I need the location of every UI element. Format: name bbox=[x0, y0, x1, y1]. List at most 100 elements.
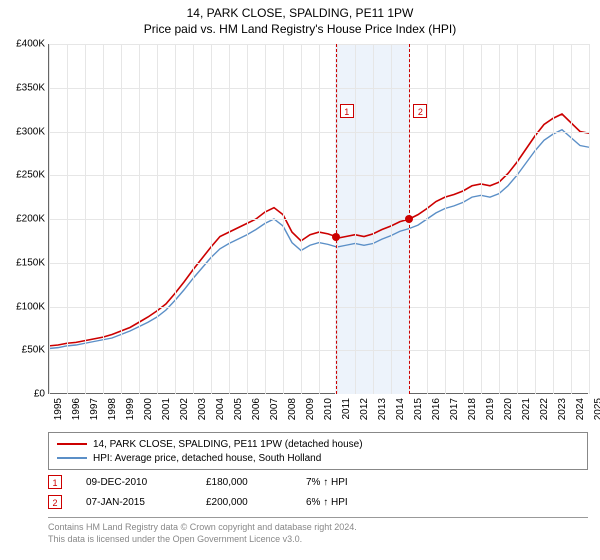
marker-point bbox=[332, 233, 340, 241]
x-tick-label: 2015 bbox=[413, 398, 424, 420]
marker-badge: 1 bbox=[340, 104, 354, 118]
footer-attribution: Contains HM Land Registry data © Crown c… bbox=[48, 517, 588, 545]
chart-title: 14, PARK CLOSE, SPALDING, PE11 1PW bbox=[0, 0, 600, 20]
y-tick-label: £50K bbox=[5, 345, 45, 356]
gridline-vertical bbox=[121, 44, 122, 394]
y-tick-label: £0 bbox=[5, 389, 45, 400]
sale-row: 207-JAN-2015£200,0006% ↑ HPI bbox=[48, 492, 588, 512]
gridline-vertical bbox=[553, 44, 554, 394]
x-tick-label: 1999 bbox=[125, 398, 136, 420]
x-tick-label: 2017 bbox=[449, 398, 460, 420]
x-tick-label: 2019 bbox=[485, 398, 496, 420]
gridline-vertical bbox=[247, 44, 248, 394]
x-tick-label: 2008 bbox=[287, 398, 298, 420]
y-tick-label: £300K bbox=[5, 126, 45, 137]
x-tick-label: 2022 bbox=[539, 398, 550, 420]
sale-diff: 6% ↑ HPI bbox=[306, 497, 406, 508]
gridline-vertical bbox=[157, 44, 158, 394]
x-tick-label: 2012 bbox=[359, 398, 370, 420]
gridline-vertical bbox=[67, 44, 68, 394]
gridline-vertical bbox=[49, 44, 50, 394]
footer-line-1: Contains HM Land Registry data © Crown c… bbox=[48, 522, 588, 534]
x-tick-label: 1997 bbox=[89, 398, 100, 420]
gridline-vertical bbox=[391, 44, 392, 394]
x-tick-label: 2018 bbox=[467, 398, 478, 420]
y-tick-label: £250K bbox=[5, 170, 45, 181]
x-tick-label: 1995 bbox=[53, 398, 64, 420]
x-tick-label: 2025 bbox=[593, 398, 600, 420]
gridline-vertical bbox=[535, 44, 536, 394]
gridline-vertical bbox=[103, 44, 104, 394]
sale-diff: 7% ↑ HPI bbox=[306, 477, 406, 488]
sales-list: 1 09-DEC-2010£180,0007% ↑ HPI 207-JAN-2015… bbox=[48, 472, 588, 512]
chart-subtitle: Price paid vs. HM Land Registry's House … bbox=[0, 20, 600, 40]
sale-price: £200,000 bbox=[206, 497, 306, 508]
marker-point bbox=[405, 215, 413, 223]
gridline-vertical bbox=[175, 44, 176, 394]
sale-badge: 2 bbox=[48, 495, 62, 509]
x-tick-label: 2016 bbox=[431, 398, 442, 420]
x-tick-label: 2003 bbox=[197, 398, 208, 420]
gridline-vertical bbox=[193, 44, 194, 394]
legend-item: HPI: Average price, detached house, Sout… bbox=[57, 451, 579, 465]
gridline-vertical bbox=[211, 44, 212, 394]
legend-swatch bbox=[57, 443, 87, 445]
gridline-vertical bbox=[301, 44, 302, 394]
legend-label: 14, PARK CLOSE, SPALDING, PE11 1PW (deta… bbox=[93, 439, 363, 450]
gridline-vertical bbox=[481, 44, 482, 394]
marker-line bbox=[336, 44, 337, 394]
y-tick-label: £200K bbox=[5, 214, 45, 225]
gridline-vertical bbox=[319, 44, 320, 394]
gridline-vertical bbox=[589, 44, 590, 394]
x-tick-label: 2004 bbox=[215, 398, 226, 420]
chart-container: 14, PARK CLOSE, SPALDING, PE11 1PW Price… bbox=[0, 0, 600, 560]
footer-line-2: This data is licensed under the Open Gov… bbox=[48, 534, 588, 546]
x-tick-label: 2010 bbox=[323, 398, 334, 420]
x-tick-label: 2013 bbox=[377, 398, 388, 420]
sale-price: £180,000 bbox=[206, 477, 306, 488]
gridline-vertical bbox=[427, 44, 428, 394]
x-tick-label: 2005 bbox=[233, 398, 244, 420]
y-tick-label: £150K bbox=[5, 257, 45, 268]
y-tick-label: £100K bbox=[5, 301, 45, 312]
legend-box: 14, PARK CLOSE, SPALDING, PE11 1PW (deta… bbox=[48, 432, 588, 470]
marker-badge: 2 bbox=[413, 104, 427, 118]
y-tick-label: £350K bbox=[5, 82, 45, 93]
sale-date: 09-DEC-2010 bbox=[86, 477, 206, 488]
gridline-vertical bbox=[85, 44, 86, 394]
chart-area: £0£50K£100K£150K£200K£250K£300K£350K£400… bbox=[48, 44, 588, 394]
x-tick-label: 2020 bbox=[503, 398, 514, 420]
gridline-vertical bbox=[355, 44, 356, 394]
gridline-vertical bbox=[463, 44, 464, 394]
y-tick-label: £400K bbox=[5, 39, 45, 50]
gridline-vertical bbox=[337, 44, 338, 394]
sale-row: 1 09-DEC-2010£180,0007% ↑ HPI bbox=[48, 472, 588, 492]
x-tick-label: 2024 bbox=[575, 398, 586, 420]
gridline-vertical bbox=[265, 44, 266, 394]
gridline-vertical bbox=[517, 44, 518, 394]
gridline-vertical bbox=[139, 44, 140, 394]
x-tick-label: 2001 bbox=[161, 398, 172, 420]
sale-badge: 1 bbox=[48, 475, 62, 489]
gridline-vertical bbox=[445, 44, 446, 394]
x-tick-label: 1998 bbox=[107, 398, 118, 420]
x-tick-label: 2021 bbox=[521, 398, 532, 420]
x-tick-label: 2000 bbox=[143, 398, 154, 420]
x-tick-label: 2002 bbox=[179, 398, 190, 420]
x-tick-label: 2006 bbox=[251, 398, 262, 420]
legend-item: 14, PARK CLOSE, SPALDING, PE11 1PW (deta… bbox=[57, 437, 579, 451]
x-tick-label: 2014 bbox=[395, 398, 406, 420]
x-tick-label: 2007 bbox=[269, 398, 280, 420]
gridline-vertical bbox=[229, 44, 230, 394]
plot-region: £0£50K£100K£150K£200K£250K£300K£350K£400… bbox=[48, 44, 588, 394]
legend-label: HPI: Average price, detached house, Sout… bbox=[93, 453, 321, 464]
x-tick-label: 2023 bbox=[557, 398, 568, 420]
legend-swatch bbox=[57, 457, 87, 459]
gridline-vertical bbox=[373, 44, 374, 394]
gridline-vertical bbox=[571, 44, 572, 394]
x-tick-label: 2009 bbox=[305, 398, 316, 420]
x-tick-label: 1996 bbox=[71, 398, 82, 420]
gridline-vertical bbox=[283, 44, 284, 394]
x-tick-label: 2011 bbox=[341, 398, 352, 420]
gridline-vertical bbox=[499, 44, 500, 394]
